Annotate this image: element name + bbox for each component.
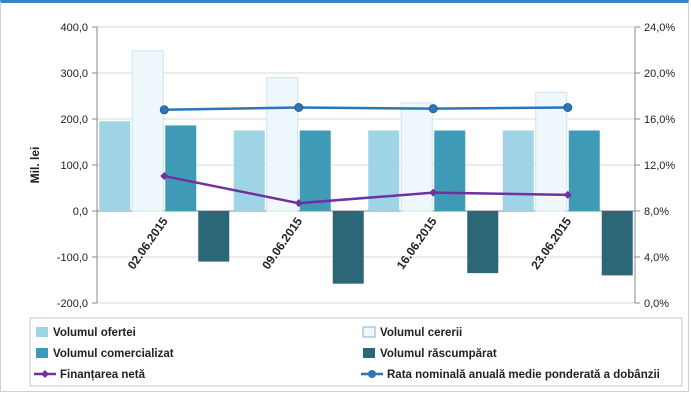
- legend-swatch-offer: [36, 327, 48, 337]
- legend: Volumul ofertei Volumul cererii Volumul co…: [29, 317, 683, 387]
- y-tick-label: -200,0: [57, 298, 88, 310]
- interest-rate-line: [164, 106, 568, 112]
- y-axis-label: Mil. lei: [28, 147, 42, 184]
- legend-label-traded: Volumul comercializat: [53, 348, 174, 360]
- legend-label-demand: Volumul cererii: [380, 327, 462, 339]
- y-tick-label: 0,0: [73, 206, 88, 218]
- legend-swatch-traded: [36, 348, 48, 358]
- y2-tick-label: 16,0%: [644, 114, 675, 126]
- bar-offer: [502, 130, 534, 211]
- bar-traded: [165, 125, 197, 211]
- interest-rate-point: [159, 105, 169, 115]
- bar-repurchased: [467, 211, 499, 274]
- interest-rate-point: [294, 103, 304, 112]
- bar-demand: [535, 91, 568, 212]
- series-lines: [159, 103, 573, 208]
- bar-traded: [299, 130, 331, 211]
- legend-swatch-repurchased: [363, 348, 375, 358]
- bar-repurchased: [332, 211, 364, 284]
- legend-label-repurchased: Volumul răscumpărat: [380, 348, 497, 360]
- bar-repurchased: [601, 211, 633, 276]
- y-tick-label: 100,0: [60, 160, 88, 172]
- y-tick-label: -100,0: [57, 252, 88, 264]
- y-tick-label: 400,0: [60, 22, 88, 34]
- legend-marker-net-financing: [41, 370, 49, 378]
- bar-demand: [131, 50, 164, 212]
- bar-demand: [266, 77, 299, 212]
- net-financing-point: [429, 188, 438, 197]
- bar-traded: [568, 130, 600, 211]
- y-tick-label: 300,0: [60, 68, 88, 80]
- net-financing-line: [164, 174, 568, 205]
- net-financing-point: [563, 190, 572, 199]
- net-financing-point: [160, 172, 169, 181]
- interest-rate-point: [428, 104, 438, 114]
- interest-rate-point: [563, 103, 573, 112]
- y2-tick-label: 12,0%: [644, 160, 675, 172]
- y2-tick-label: 0,0%: [644, 298, 669, 310]
- bar-offer: [233, 130, 265, 211]
- y2-tick-label: 8,0%: [644, 206, 669, 218]
- legend-label-offer: Volumul ofertei: [53, 327, 136, 339]
- bars: [99, 50, 633, 284]
- y2-tick-label: 24,0%: [644, 22, 675, 34]
- legend-swatch-demand: [362, 326, 376, 338]
- bar-repurchased: [198, 211, 230, 262]
- bar-offer: [99, 121, 131, 211]
- y2-tick-label: 20,0%: [644, 68, 675, 80]
- y-tick-label: 200,0: [60, 114, 88, 126]
- bar-offer: [368, 130, 400, 211]
- legend-marker-interest-rate: [368, 370, 376, 378]
- net-financing-point: [294, 199, 303, 208]
- legend-label-interest-rate: Rata nominală anuală medie ponderată a d…: [387, 369, 660, 381]
- y2-tick-label: 4,0%: [644, 252, 669, 264]
- bar-traded: [434, 130, 466, 211]
- legend-box: [29, 317, 683, 387]
- legend-label-net-financing: Finanțarea netă: [60, 369, 146, 381]
